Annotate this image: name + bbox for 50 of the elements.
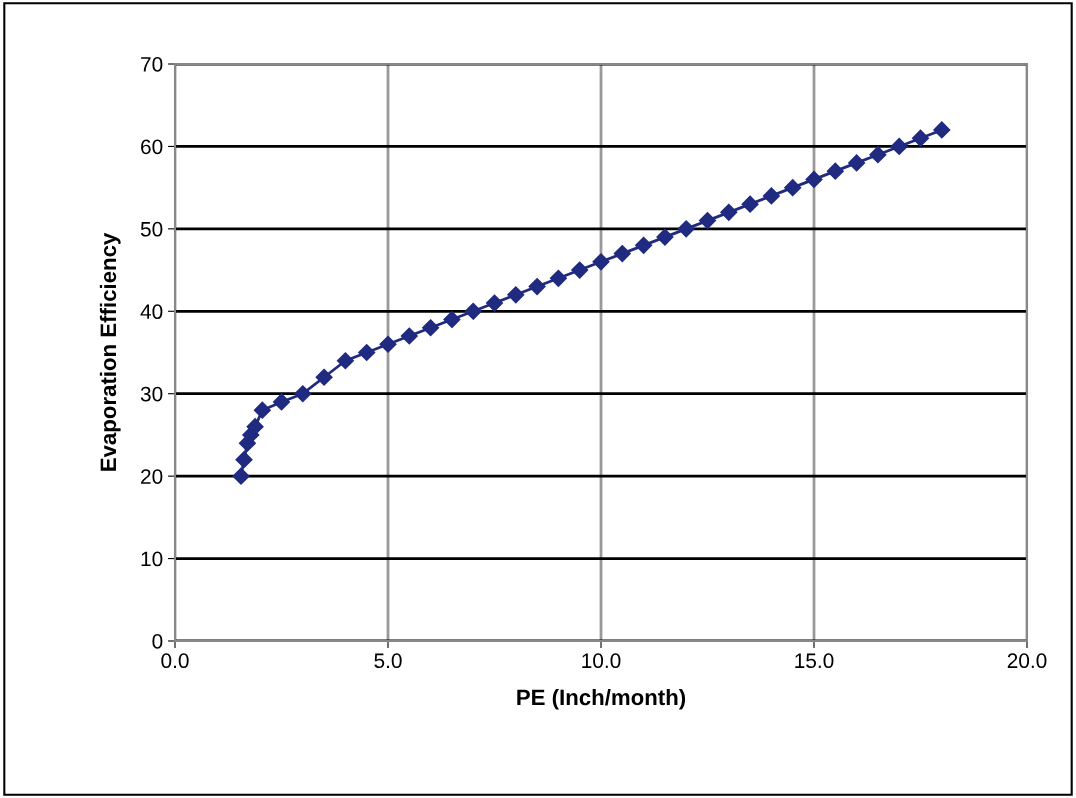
y-tick-label: 30 xyxy=(140,386,163,402)
y-tick-label: 20 xyxy=(141,469,163,484)
point xyxy=(549,269,567,287)
point xyxy=(272,393,291,411)
y-tick-label: 50 xyxy=(140,221,163,237)
x-tick-label: 20.0 xyxy=(1007,653,1047,669)
point xyxy=(253,401,271,419)
point xyxy=(485,294,504,312)
point xyxy=(235,451,253,469)
x-tick-label: 10.0 xyxy=(582,653,621,669)
point xyxy=(592,253,610,271)
point xyxy=(911,129,930,147)
point xyxy=(315,368,333,386)
point xyxy=(869,146,887,164)
point xyxy=(294,385,312,403)
point xyxy=(826,162,844,180)
point xyxy=(400,327,418,345)
y-axis-title: Evaporation Efficiency xyxy=(99,232,121,471)
point xyxy=(613,245,631,263)
point xyxy=(890,137,908,155)
y-tick-label: 0 xyxy=(152,634,163,649)
y-tick-label: 10 xyxy=(141,551,163,567)
point xyxy=(422,319,440,337)
point xyxy=(443,310,461,329)
point xyxy=(232,467,250,485)
point xyxy=(336,352,354,370)
point xyxy=(741,195,759,213)
point xyxy=(698,212,717,230)
y-tick-label: 70 xyxy=(141,57,163,72)
x-axis-title: PE (Inch/month) xyxy=(517,688,686,710)
point xyxy=(528,278,546,296)
point xyxy=(656,228,674,246)
y-tick-label: 40 xyxy=(140,304,163,320)
point xyxy=(848,154,866,172)
point xyxy=(571,261,589,279)
point xyxy=(507,286,525,304)
point xyxy=(805,170,823,188)
point xyxy=(379,335,397,353)
x-tick-label: 15.0 xyxy=(795,653,834,669)
point xyxy=(784,179,802,197)
point xyxy=(762,187,780,205)
point xyxy=(358,343,376,362)
point xyxy=(677,220,695,238)
point xyxy=(464,302,482,320)
point xyxy=(933,121,951,139)
point xyxy=(635,236,653,254)
point xyxy=(720,203,738,221)
x-tick-label: 5.0 xyxy=(374,653,402,669)
x-tick-label: 0.0 xyxy=(161,653,189,669)
y-tick-label: 60 xyxy=(141,139,163,155)
